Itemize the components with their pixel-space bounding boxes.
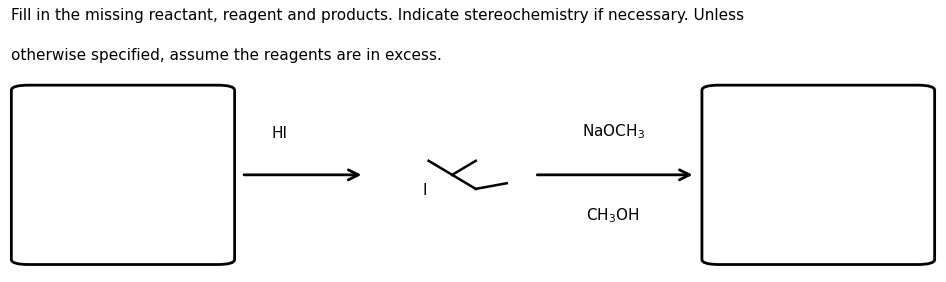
Text: HI: HI [272, 126, 287, 141]
Text: CH$_3$OH: CH$_3$OH [587, 206, 639, 224]
FancyBboxPatch shape [11, 85, 235, 265]
Text: NaOCH$_3$: NaOCH$_3$ [582, 122, 644, 141]
Text: otherwise specified, assume the reagents are in excess.: otherwise specified, assume the reagents… [11, 48, 442, 63]
FancyBboxPatch shape [702, 85, 935, 265]
Text: Fill in the missing reactant, reagent and products. Indicate stereochemistry if : Fill in the missing reactant, reagent an… [11, 8, 745, 23]
Text: I: I [423, 183, 428, 198]
Text: a.: a. [11, 99, 26, 117]
